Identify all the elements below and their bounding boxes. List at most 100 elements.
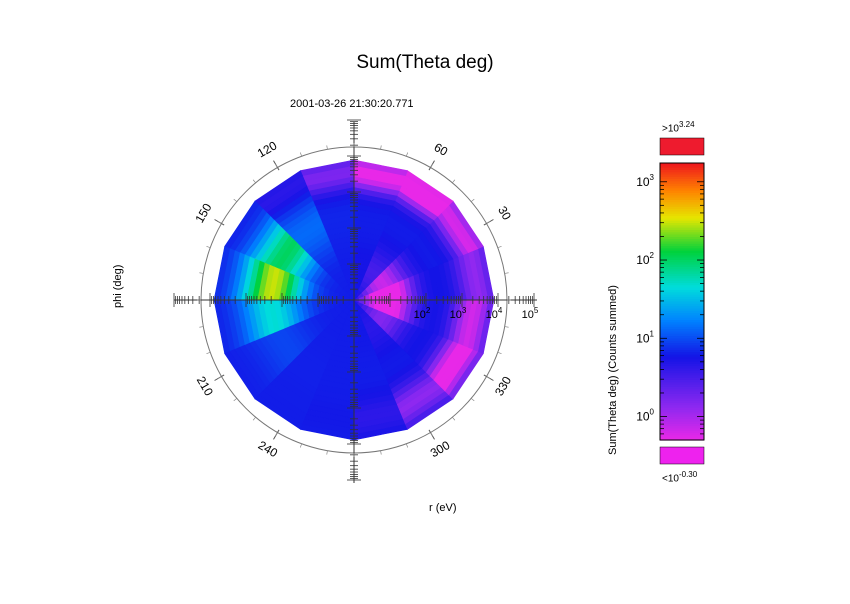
angle-minor-tick: [326, 145, 328, 150]
colorbar-segment: [660, 273, 704, 277]
angle-minor-tick: [233, 198, 238, 202]
colorbar-segment: [660, 259, 704, 263]
colorbar-segment: [660, 382, 704, 386]
colorbar-segment: [660, 257, 704, 261]
colorbar-label: Sum(Theta deg) (Counts summed): [607, 285, 619, 455]
colorbar-segment: [660, 308, 704, 312]
colorbar-segment: [660, 186, 704, 189]
colorbar-segment: [660, 179, 704, 183]
colorbar-segment: [660, 336, 704, 340]
colorbar-segment: [660, 188, 704, 192]
colorbar-segment: [660, 428, 704, 432]
colorbar-segment: [660, 352, 704, 356]
angle-tick-label: 240: [256, 438, 281, 460]
colorbar-segment: [660, 310, 704, 314]
under-exponent: -0.30: [678, 470, 698, 479]
colorbar-segment: [660, 255, 704, 259]
angle-minor-tick: [452, 179, 456, 184]
colorbar-segment: [660, 363, 704, 367]
colorbar-segment: [660, 326, 704, 330]
over-exponent: 3.24: [678, 120, 695, 129]
colorbar-segment: [660, 246, 704, 250]
angle-minor-tick: [217, 376, 222, 379]
colorbar-segment: [660, 313, 704, 316]
colorbar-segment: [660, 292, 704, 296]
colorbar-segment: [660, 423, 704, 427]
colorbar-segment: [660, 218, 704, 222]
colorbar-segment: [660, 317, 704, 321]
colorbar-segment: [660, 347, 704, 351]
colorbar-over-box: [659, 137, 705, 156]
colorbar-segment: [660, 349, 704, 353]
angle-tick-label: 30: [495, 204, 514, 223]
colorbar-segment: [660, 319, 704, 323]
colorbar-segment: [660, 306, 704, 310]
angle-minor-tick: [406, 152, 409, 157]
angle-minor-tick: [199, 326, 204, 328]
angle-minor-tick: [206, 352, 211, 355]
colorbar-segment: [660, 403, 704, 406]
colorbar-segment: [660, 359, 704, 363]
colorbar-segment: [660, 412, 704, 416]
angle-minor-tick: [497, 352, 502, 355]
angle-tick-label: 60: [432, 140, 451, 159]
colorbar-segment: [660, 333, 704, 337]
colorbar-frame: [659, 162, 705, 441]
colorbar-segment: [660, 211, 704, 215]
colorbar-segment: [660, 324, 704, 328]
colorbar-segment: [660, 396, 704, 400]
angle-minor-tick: [452, 416, 456, 421]
colorbar-segment: [660, 419, 704, 423]
colorbar-segment: [660, 416, 704, 420]
colorbar-segment: [660, 206, 704, 210]
angle-minor-tick: [497, 245, 502, 248]
angle-minor-tick: [199, 272, 204, 274]
colorbar-segment: [660, 389, 704, 393]
colorbar: 100 101 102 103: [636, 137, 705, 465]
under-prefix: <10: [662, 473, 679, 485]
colorbar-segment: [660, 167, 704, 171]
colorbar-segment: [660, 370, 704, 374]
colorbar-segment: [660, 384, 704, 388]
colorbar-segment: [660, 340, 704, 344]
angle-minor-tick: [470, 398, 475, 402]
colorbar-segment: [660, 322, 704, 326]
angle-tick-label: 300: [428, 438, 453, 460]
colorbar-segment: [660, 354, 704, 358]
colorbar-segment: [660, 299, 704, 303]
timestamp: 2001-03-26 21:30:20.771: [290, 98, 414, 110]
colorbar-segment: [660, 391, 704, 395]
colorbar-tick-label: 102: [636, 251, 654, 267]
colorbar-segment: [660, 174, 704, 178]
colorbar-segment: [660, 204, 704, 208]
colorbar-segment: [660, 271, 704, 275]
colorbar-segment: [660, 253, 704, 256]
colorbar-segment: [660, 421, 704, 425]
chart-title: Sum(Theta deg): [356, 52, 494, 73]
colorbar-segment: [660, 366, 704, 370]
colorbar-segment: [660, 289, 704, 293]
colorbar-segment: [660, 223, 704, 226]
colorbar-segment: [660, 426, 704, 430]
angle-minor-tick: [275, 432, 278, 437]
colorbar-segment: [660, 209, 704, 213]
colorbar-segment: [660, 220, 704, 224]
colorbar-segment: [660, 338, 704, 342]
colorbar-segment: [660, 199, 704, 203]
colorbar-segment: [660, 232, 704, 236]
colorbar-segment: [660, 296, 704, 300]
colorbar-segment: [660, 262, 704, 266]
colorbar-segment: [660, 197, 704, 201]
angle-tick-label: 210: [194, 374, 216, 399]
colorbar-tick-label: 100: [636, 408, 654, 424]
colorbar-segment: [660, 276, 704, 280]
colorbar-segment: [660, 285, 704, 289]
angle-minor-tick: [504, 326, 509, 328]
colorbar-tick-label: 103: [636, 173, 654, 189]
radial-tick-label: 105: [522, 306, 539, 321]
angle-minor-tick: [217, 221, 222, 224]
colorbar-segment: [660, 398, 704, 402]
polar-grid: [173, 119, 537, 483]
radial-tick-label: 104: [486, 306, 503, 321]
